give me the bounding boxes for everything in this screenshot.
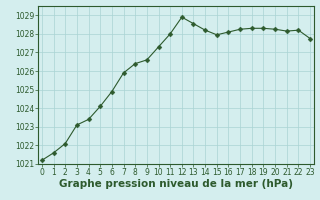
X-axis label: Graphe pression niveau de la mer (hPa): Graphe pression niveau de la mer (hPa) bbox=[59, 179, 293, 189]
